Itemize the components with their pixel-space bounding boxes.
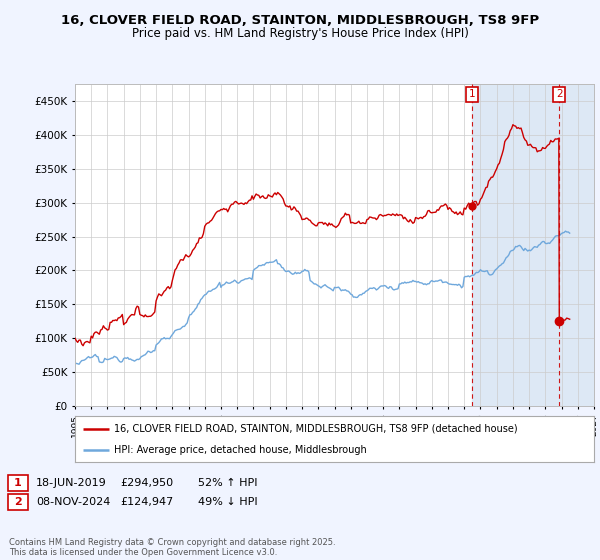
- Text: 52% ↑ HPI: 52% ↑ HPI: [198, 478, 257, 488]
- Bar: [472, 84, 594, 406]
- Text: Contains HM Land Registry data © Crown copyright and database right 2025.
This d: Contains HM Land Registry data © Crown c…: [9, 538, 335, 557]
- Text: 2: 2: [556, 89, 563, 99]
- Text: 49% ↓ HPI: 49% ↓ HPI: [198, 497, 257, 507]
- Text: 16, CLOVER FIELD ROAD, STAINTON, MIDDLESBROUGH, TS8 9FP: 16, CLOVER FIELD ROAD, STAINTON, MIDDLES…: [61, 14, 539, 27]
- Text: £294,950: £294,950: [120, 478, 173, 488]
- Text: 1: 1: [469, 89, 475, 99]
- Text: 18-JUN-2019: 18-JUN-2019: [36, 478, 107, 488]
- Text: 2: 2: [14, 497, 22, 507]
- Text: 08-NOV-2024: 08-NOV-2024: [36, 497, 110, 507]
- Text: Price paid vs. HM Land Registry's House Price Index (HPI): Price paid vs. HM Land Registry's House …: [131, 27, 469, 40]
- Text: 16, CLOVER FIELD ROAD, STAINTON, MIDDLESBROUGH, TS8 9FP (detached house): 16, CLOVER FIELD ROAD, STAINTON, MIDDLES…: [114, 424, 518, 434]
- Text: 1: 1: [14, 478, 22, 488]
- Text: HPI: Average price, detached house, Middlesbrough: HPI: Average price, detached house, Midd…: [114, 445, 367, 455]
- Text: £124,947: £124,947: [120, 497, 173, 507]
